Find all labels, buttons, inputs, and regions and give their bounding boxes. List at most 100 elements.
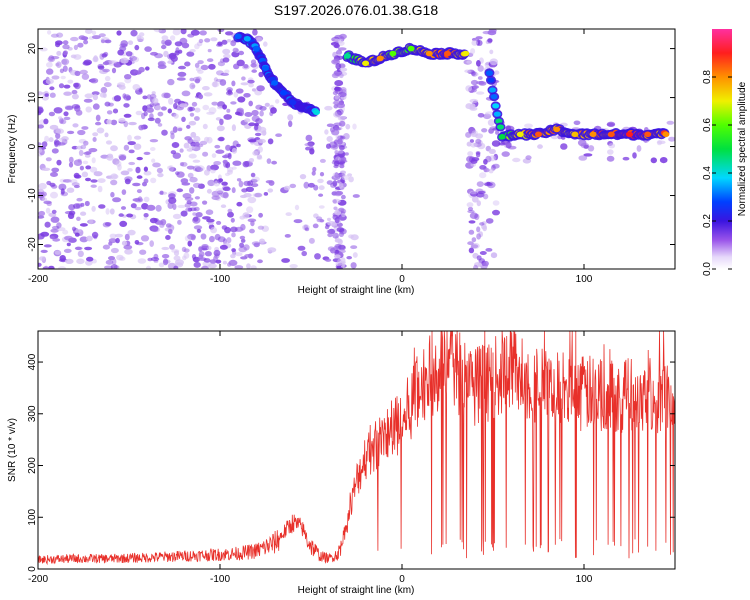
- spectrogram-noise-blob: [59, 68, 64, 74]
- spectrogram-noise-blob: [338, 115, 346, 120]
- spectrogram-noise-blob: [192, 165, 202, 172]
- spectrogram-noise-blob: [40, 231, 50, 237]
- spectrogram-noise-blob: [483, 260, 489, 267]
- spectrogram-noise-blob: [482, 30, 491, 35]
- snr-y-tick-label: 400: [27, 353, 38, 370]
- spectrogram-noise-blob: [338, 73, 344, 79]
- spectrogram-noise-blob: [125, 51, 133, 57]
- spectrogram-ridge-point: [571, 131, 579, 138]
- spectrogram-noise-blob: [120, 40, 128, 47]
- spectrogram-noise-blob: [204, 38, 211, 43]
- spectrogram-noise-blob: [251, 69, 257, 73]
- spectrogram-ridge-point: [280, 89, 288, 96]
- spectrogram-noise-blob: [78, 35, 86, 40]
- spectrogram-noise-blob: [267, 188, 274, 193]
- spectrogram-noise-blob: [38, 147, 43, 154]
- spectrogram-noise-blob: [50, 172, 58, 177]
- spectrogram-noise-blob: [112, 197, 122, 203]
- spectrogram-noise-blob: [243, 244, 250, 251]
- spectrogram-noise-blob: [488, 168, 494, 174]
- spectrogram-noise-blob: [476, 200, 481, 207]
- spectrogram-noise-blob: [92, 137, 97, 142]
- spectrogram-noise-blob: [102, 222, 111, 228]
- spectrogram-noise-blob: [176, 77, 186, 81]
- spectrogram-noise-blob: [242, 212, 250, 219]
- spectrogram-noise-blob: [470, 132, 478, 138]
- spectrogram-noise-blob: [121, 189, 127, 196]
- spectrogram-noise-blob: [106, 155, 114, 161]
- spectrogram-noise-blob: [76, 258, 85, 265]
- spectrogram-ridge-point: [498, 134, 506, 140]
- spectrogram-noise-blob: [173, 265, 179, 269]
- spectrogram-noise-blob: [124, 178, 131, 185]
- spectrogram-noise-blob: [103, 82, 112, 88]
- spectrogram-noise-blob: [68, 162, 74, 168]
- spectrogram-noise-blob: [261, 130, 267, 136]
- spectrogram-ridge-point: [489, 87, 496, 93]
- spectrogram-noise-blob: [227, 152, 232, 160]
- spectrogram-ridge-point: [497, 124, 504, 130]
- spectrogram-noise-blob: [92, 94, 98, 101]
- spectrogram-noise-blob: [45, 207, 51, 214]
- spectrogram-noise-blob: [193, 182, 201, 188]
- spectrogram-noise-blob: [207, 179, 216, 187]
- spectrogram-noise-blob: [150, 177, 157, 184]
- spectrogram-noise-blob: [38, 210, 46, 217]
- spectrogram-noise-blob: [339, 120, 346, 127]
- spectrogram-noise-blob: [187, 240, 193, 247]
- spectrogram-noise-blob: [341, 175, 350, 181]
- spectrogram-noise-blob: [128, 161, 136, 166]
- spectrogram-noise-blob: [471, 237, 477, 243]
- spectrogram-noise-blob: [297, 245, 306, 251]
- spectrogram-noise-blob: [50, 228, 59, 233]
- spectrogram-noise-blob: [130, 203, 137, 209]
- spectrogram-noise-blob: [211, 190, 220, 197]
- spectrogram-noise-blob: [230, 217, 235, 223]
- spectrogram-noise-blob: [476, 181, 484, 188]
- spectrogram-noise-blob: [89, 166, 98, 173]
- spectrogram-noise-blob: [210, 169, 216, 174]
- snr-x-tick-label: -200: [28, 574, 48, 585]
- spectrogram-noise-blob: [70, 36, 79, 42]
- spectrogram-noise-blob: [124, 248, 133, 255]
- spectrogram-noise-blob: [477, 190, 486, 195]
- spectrogram-noise-blob: [573, 120, 581, 126]
- spectrogram-noise-blob: [352, 252, 358, 258]
- spectrogram-noise-blob: [104, 265, 113, 269]
- spectrogram-noise-blob: [217, 61, 225, 67]
- spectrogram-noise-blob: [327, 217, 331, 221]
- spectrogram-noise-blob: [95, 121, 102, 126]
- spectrogram-noise-blob: [51, 209, 57, 214]
- spectrogram-noise-blob: [217, 41, 223, 46]
- spectrogram-noise-blob: [154, 53, 164, 59]
- spectrogram-noise-blob: [336, 108, 344, 116]
- spectrogram-noise-blob: [193, 206, 200, 212]
- spectrogram-noise-blob: [55, 128, 64, 134]
- spectrogram-noise-blob: [76, 145, 83, 150]
- spectrogram-noise-blob: [142, 95, 148, 100]
- spectrogram-noise-blob: [650, 157, 657, 164]
- spectrogram-noise-blob: [62, 229, 69, 235]
- spectrogram-noise-blob: [63, 111, 69, 117]
- spectrogram-noise-blob: [136, 156, 143, 161]
- spectrogram-noise-blob: [206, 111, 215, 115]
- spectrogram-noise-blob: [239, 242, 245, 248]
- spectrogram-noise-blob: [157, 173, 164, 178]
- spectrogram-noise-blob: [63, 50, 68, 56]
- spectrogram-noise-blob: [259, 110, 264, 117]
- spectrogram-noise-blob: [250, 63, 257, 68]
- spectrogram-noise-blob: [40, 249, 48, 253]
- spectrogram-noise-blob: [172, 213, 182, 220]
- spectrogram-noise-blob: [469, 139, 474, 143]
- spectrogram-ridge-point: [487, 77, 495, 83]
- spectrogram-noise-blob: [281, 258, 290, 263]
- spectrogram-noise-blob: [161, 129, 168, 136]
- spectrogram-noise-blob: [477, 113, 485, 118]
- spectrogram-noise-blob: [74, 232, 80, 237]
- spectrogram-noise-blob: [67, 79, 74, 84]
- spectrogram-noise-blob: [135, 110, 143, 116]
- spectrogram-noise-blob: [80, 144, 87, 150]
- spectrogram-noise-blob: [46, 201, 52, 207]
- spectrogram-noise-blob: [110, 60, 118, 64]
- spectrogram-noise-blob: [476, 91, 485, 95]
